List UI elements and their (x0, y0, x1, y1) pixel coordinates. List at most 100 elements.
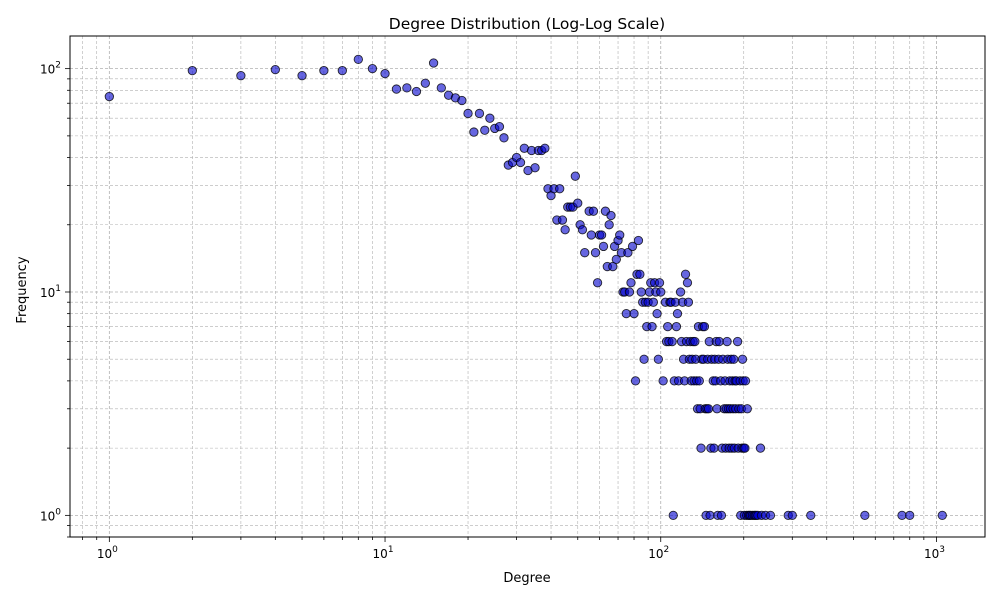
data-point (337, 65, 347, 76)
data-point (604, 220, 614, 230)
data-point (787, 510, 797, 521)
axis-ticks: 100 101 102 103 100 101 102 (40, 61, 945, 561)
data-point (630, 376, 641, 386)
data-point (596, 230, 607, 240)
data-point (635, 269, 645, 279)
data-point (696, 443, 706, 453)
data-point (663, 321, 673, 332)
y-axis-label: Frequency (15, 256, 30, 323)
data-point (765, 510, 776, 521)
y-tick-label: 101 (40, 284, 61, 300)
data-point (621, 308, 631, 319)
data-point (682, 278, 693, 288)
data-point (380, 68, 390, 79)
data-point (690, 336, 700, 347)
data-point (652, 308, 662, 319)
data-point (860, 510, 870, 521)
data-point (680, 269, 691, 279)
data-point (722, 336, 732, 347)
data-point (683, 297, 694, 307)
data-point (557, 215, 568, 225)
data-point (905, 510, 915, 521)
chart-title: Degree Distribution (Log-Log Scale) (389, 15, 665, 33)
data-point (411, 86, 422, 97)
data-point (633, 235, 644, 246)
data-point (515, 157, 526, 168)
data-point (627, 241, 638, 252)
data-point (755, 443, 766, 453)
x-tick-label: 100 (97, 545, 118, 561)
data-point (648, 297, 658, 307)
data-point (667, 336, 677, 347)
data-point (639, 354, 649, 364)
data-point (297, 71, 307, 81)
data-point (570, 171, 580, 181)
data-point (729, 354, 739, 364)
data-point (319, 65, 329, 76)
data-point (732, 336, 743, 347)
data-point (573, 198, 583, 208)
data-point (671, 321, 682, 332)
data-point (703, 404, 714, 414)
data-point (672, 308, 683, 319)
data-point (740, 376, 751, 386)
data-point (187, 65, 197, 76)
data-point (577, 225, 588, 235)
x-tick-label: 103 (924, 545, 945, 561)
data-point (586, 230, 596, 240)
data-point (530, 163, 540, 173)
data-point (653, 354, 663, 364)
data-point (606, 210, 616, 221)
data-point (624, 287, 635, 297)
data-point (580, 248, 590, 258)
data-point (705, 510, 715, 521)
data-point (436, 83, 446, 93)
x-tick-label: 102 (648, 545, 669, 561)
data-point (469, 127, 479, 137)
data-point (647, 321, 657, 332)
data-point (656, 287, 666, 297)
data-point (367, 63, 378, 74)
data-point (626, 278, 636, 288)
data-point (699, 321, 710, 332)
data-point (636, 287, 646, 297)
data-point (560, 225, 570, 235)
data-point (709, 443, 719, 453)
data-point (402, 83, 412, 93)
data-point (629, 308, 639, 319)
data-point (742, 404, 752, 414)
plot-frame (69, 35, 986, 538)
data-point (588, 206, 599, 216)
data-point (480, 125, 490, 135)
data-point (463, 108, 473, 119)
data-point (806, 510, 816, 521)
data-point (740, 443, 750, 453)
data-point (391, 84, 402, 94)
data-point (592, 278, 603, 288)
data-points (104, 54, 947, 521)
data-point (623, 248, 633, 258)
data-point (615, 230, 625, 240)
y-tick-label: 102 (40, 61, 61, 77)
x-axis-label: Degree (503, 571, 550, 586)
data-point (428, 58, 439, 68)
data-point (590, 248, 601, 258)
y-tick-label: 100 (40, 507, 61, 523)
data-point (937, 510, 947, 521)
data-point (598, 241, 609, 252)
data-point (420, 78, 430, 88)
x-tick-label: 101 (373, 545, 394, 561)
data-point (737, 354, 748, 364)
data-point (694, 376, 704, 386)
data-point (658, 376, 668, 386)
data-point (457, 95, 467, 106)
data-point (499, 133, 509, 143)
data-point (474, 108, 485, 119)
data-point (270, 64, 280, 75)
data-point (236, 71, 246, 81)
data-point (353, 54, 363, 65)
data-point (555, 184, 565, 194)
data-point (104, 91, 114, 102)
